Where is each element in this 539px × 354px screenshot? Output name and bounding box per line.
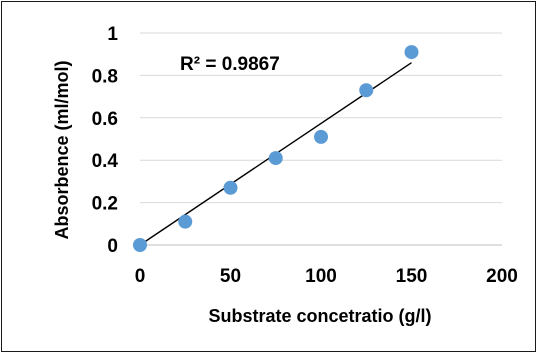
data-point — [133, 238, 147, 252]
x-tick-label: 200 — [486, 266, 518, 287]
x-tick-label: 100 — [305, 266, 337, 287]
x-tick-labels: 0 50 100 150 200 — [135, 266, 518, 287]
y-tick-label: 0.4 — [92, 151, 119, 172]
r-squared-annotation: R² = 0.9867 — [180, 54, 280, 75]
x-tick-label: 0 — [135, 266, 146, 287]
y-tick-label: 1 — [107, 24, 118, 45]
data-point — [223, 180, 238, 195]
data-point — [359, 83, 374, 98]
x-axis-title: Substrate concetratio (g/l) — [208, 306, 431, 326]
data-point — [178, 214, 193, 229]
y-tick-labels: 0 0.2 0.4 0.6 0.8 1 — [92, 24, 119, 257]
gridlines — [140, 32, 502, 204]
x-tick-label: 50 — [220, 266, 241, 287]
data-point — [268, 151, 283, 166]
y-tick-label: 0 — [107, 236, 118, 257]
data-point — [404, 45, 419, 60]
y-tick-label: 0.2 — [92, 194, 118, 215]
y-tick-label: 0.8 — [92, 66, 118, 87]
y-tick-label: 0.6 — [92, 109, 118, 130]
x-tick-label: 150 — [396, 266, 428, 287]
y-axis-title: Absorbence (ml/mol) — [52, 60, 72, 239]
data-points — [133, 45, 419, 252]
data-point — [314, 129, 328, 144]
